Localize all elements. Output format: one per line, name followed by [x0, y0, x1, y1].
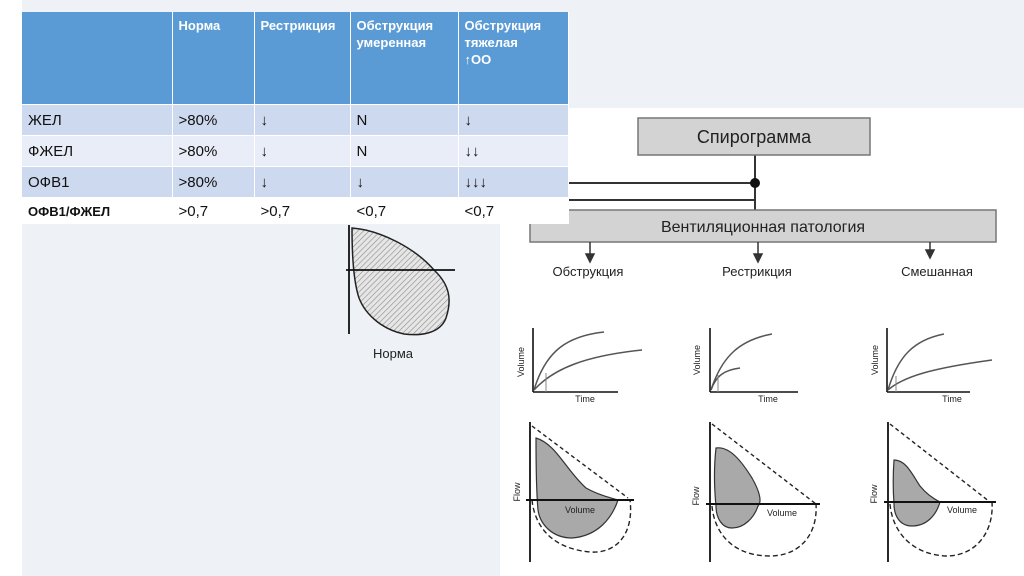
axis-label-volume: Volume — [767, 508, 797, 518]
header-obstruction-moderate: Обструкция умеренная — [350, 12, 459, 105]
table-row: ОФВ1/ФЖЕЛ >0,7 >0,7 <0,7 <0,7 — [22, 197, 569, 224]
table-cell: >80% — [172, 135, 255, 167]
flow-volume-mixed — [884, 422, 996, 562]
junction-dot — [750, 178, 760, 188]
row-label: ФЖЕЛ — [22, 135, 173, 167]
table-row: ОФВ1 >80% ↓ ↓ ↓↓↓ — [22, 166, 569, 198]
branch-restriction: Рестрикция — [722, 264, 792, 279]
axis-label-time: Time — [575, 394, 595, 404]
ventilation-pathology-label: Вентиляционная патология — [661, 219, 865, 236]
row-label: ЖЕЛ — [22, 104, 173, 136]
spirogram-title: Спирограмма — [697, 127, 812, 147]
row-label: ОФВ1 — [22, 166, 173, 198]
volume-time-mixed — [886, 328, 993, 393]
axis-label-volume: Volume — [947, 505, 977, 515]
table-cell: ↓ — [254, 135, 351, 167]
table-cell: >80% — [172, 104, 255, 136]
volume-time-restriction — [709, 328, 798, 393]
branch-arrowhead — [924, 249, 936, 260]
axis-label-flow: Flow — [691, 486, 701, 506]
header-restriction: Рестрикция — [254, 12, 351, 105]
axis-label-volume: Volume — [870, 345, 880, 375]
axis-label-volume: Volume — [565, 505, 595, 515]
table-cell: ↓ — [254, 166, 351, 198]
spirometry-table: Норма Рестрикция Обструкция умеренная Об… — [22, 12, 569, 224]
header-empty — [22, 12, 173, 105]
branch-arrowhead — [584, 253, 596, 264]
table-cell: N — [350, 104, 459, 136]
spirogram-title-box — [637, 117, 871, 156]
table-row: ФЖЕЛ >80% ↓ N ↓↓ — [22, 135, 569, 167]
table-cell: >80% — [172, 166, 255, 198]
table-cell: ↓ — [254, 104, 351, 136]
table-cell: ↓↓↓ — [458, 166, 569, 198]
branch-obstruction: Обструкция — [553, 264, 624, 279]
table-cell: ↓ — [458, 104, 569, 136]
table-cell: >0,7 — [254, 197, 351, 224]
axis-label-time: Time — [758, 394, 778, 404]
axis-label-flow: Flow — [512, 482, 522, 502]
table-cell: <0,7 — [458, 197, 569, 224]
ventilation-pathology-box — [529, 209, 997, 243]
row-label: ОФВ1/ФЖЕЛ — [22, 197, 173, 224]
axis-label-volume: Volume — [516, 347, 526, 377]
norma-flow-loop — [351, 227, 450, 336]
axis-label-time: Time — [942, 394, 962, 404]
table-row: ЖЕЛ >80% ↓ N ↓ — [22, 104, 569, 136]
flow-volume-obstruction — [526, 422, 634, 562]
norma-label: Норма — [373, 346, 414, 361]
table-cell: <0,7 — [350, 197, 459, 224]
volume-time-obstruction — [532, 328, 643, 393]
header-obstruction-severe: Обструкция тяжелая ↑ОО — [458, 12, 569, 105]
table-cell: ↓↓ — [458, 135, 569, 167]
axis-label-flow: Flow — [869, 484, 879, 504]
table-cell: N — [350, 135, 459, 167]
branch-mixed: Смешанная — [901, 264, 973, 279]
table-cell: ↓ — [350, 166, 459, 198]
table-cell: >0,7 — [172, 197, 255, 224]
bg-left-strip — [0, 0, 22, 576]
branch-arrowhead — [752, 253, 764, 264]
header-norma: Норма — [172, 12, 255, 105]
table-header-row: Норма Рестрикция Обструкция умеренная Об… — [22, 12, 569, 105]
axis-label-volume: Volume — [692, 345, 702, 375]
flow-volume-restriction — [706, 422, 820, 562]
